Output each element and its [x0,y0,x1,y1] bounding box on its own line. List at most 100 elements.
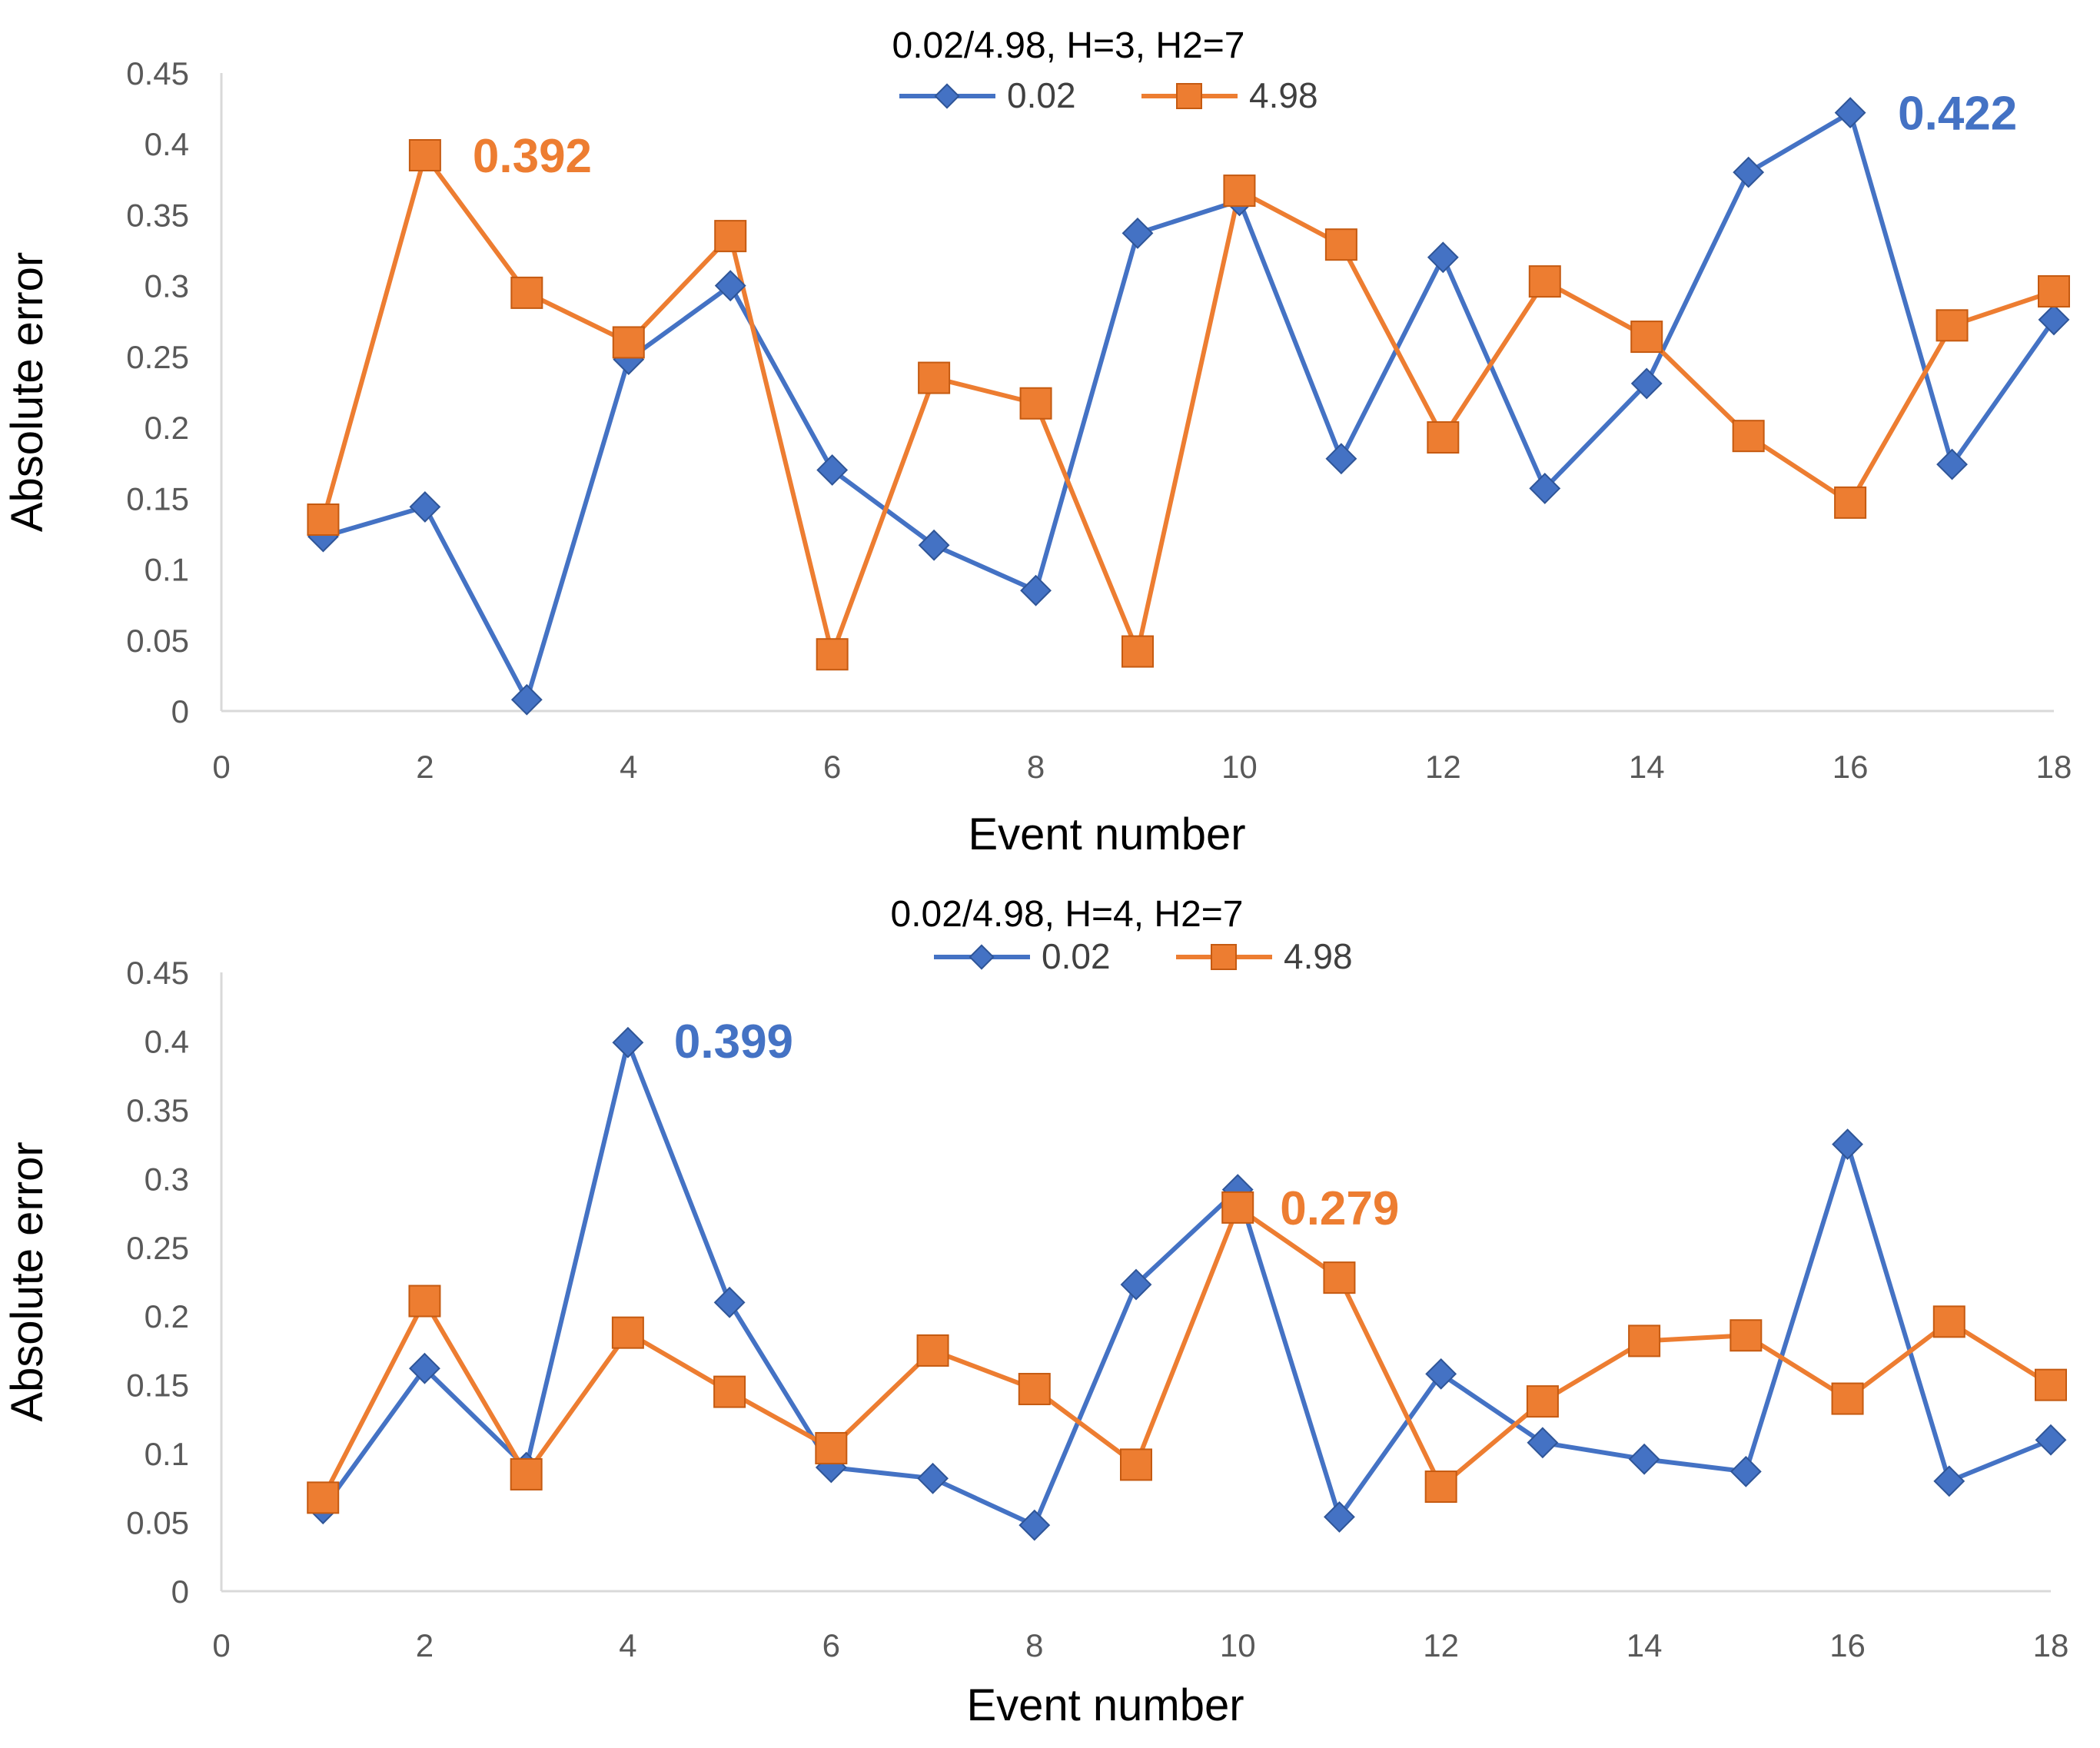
data-point [1427,241,1459,274]
data-point [307,1481,340,1514]
x-tick-label: 16 [1829,1627,1866,1663]
y-tick-label: 0.2 [145,1298,189,1334]
series-0.02 [322,110,2056,703]
legend-item: 0.02 [899,75,1076,115]
y-tick-label: 0.1 [145,552,189,588]
data-point [1932,1305,1965,1338]
data-point [1529,473,1561,504]
data-point [1121,218,1154,249]
data-point [1223,174,1256,208]
x-tick-label: 18 [2033,1627,2069,1663]
data-point [408,1284,441,1318]
data-point [2038,304,2070,336]
x-tick-label: 6 [823,749,841,785]
y-tick-label: 0.05 [126,623,189,659]
x-tick-label: 18 [2036,749,2072,785]
data-point [1425,1358,1457,1390]
y-tick-label: 0.35 [126,1092,189,1128]
data-point [1733,156,1765,188]
series-4.98 [321,1205,2052,1499]
data-point [816,454,849,486]
data-point [1325,443,1357,475]
chart-title: 0.02/4.98, H=3, H2=7 [892,25,1245,66]
legend-item: 4.98 [1176,936,1353,976]
x-tick-label: 4 [620,749,637,785]
legend-marker [1176,83,1202,109]
data-point [1630,367,1663,400]
x-axis-title: Event number [968,809,1245,859]
data-point [1018,1509,1051,1541]
data-point [1323,1261,1356,1294]
data-point [714,220,747,253]
x-tick-label: 12 [1425,749,1461,785]
legend-item: 4.98 [1141,75,1318,115]
series-0.02 [321,1040,2052,1528]
data-point [612,1026,644,1058]
y-tick-label: 0.4 [145,126,189,162]
data-point [1424,1471,1457,1504]
annotation-label: 0.392 [473,130,592,183]
x-tick-label: 14 [1629,749,1665,785]
y-tick-label: 0.2 [145,410,189,446]
annotation-label: 0.399 [674,1015,793,1068]
y-tick-label: 0.45 [126,55,189,91]
x-tick-label: 8 [1027,749,1045,785]
x-tick-label: 10 [1220,1627,1256,1663]
x-tick-label: 14 [1627,1627,1663,1663]
legend-marker [934,83,960,109]
x-tick-label: 6 [822,1627,840,1663]
data-point [2035,1368,2067,1401]
data-point [1628,1324,1661,1358]
y-tick-label: 0.25 [126,1230,189,1266]
data-point [1730,1319,1763,1352]
x-tick-label: 4 [619,1627,636,1663]
y-tick-label: 0.4 [145,1023,189,1059]
data-point [1324,1500,1355,1533]
y-tick-label: 0.3 [145,268,189,304]
series-line [321,152,2055,657]
data-point [1936,309,1969,342]
series-4.98 [321,152,2055,657]
legend-label: 4.98 [1284,936,1353,976]
data-point [1628,1443,1660,1475]
data-point [918,361,951,394]
x-axis-title: Event number [966,1680,1244,1730]
x-tick-label: 12 [1423,1627,1459,1663]
data-point [307,503,340,536]
y-tick-label: 0.05 [126,1505,189,1541]
data-point [1527,1427,1559,1459]
y-tick-label: 0 [171,693,189,729]
y-tick-label: 0.35 [126,197,189,233]
chart-title: 0.02/4.98, H=4, H2=7 [891,894,1244,935]
data-point [1732,420,1765,453]
data-point [1324,228,1357,261]
data-point [815,1431,848,1464]
data-point [714,270,746,302]
legend-label: 0.02 [1042,936,1111,976]
y-tick-label: 0.45 [126,955,189,991]
y-tick-label: 0.15 [126,1367,189,1404]
data-point [1526,1385,1559,1418]
data-point [1018,1373,1051,1406]
data-point [611,1316,644,1349]
y-axis-title: Absolute error [2,1142,52,1421]
data-point [1427,421,1460,454]
data-point [1528,265,1561,298]
data-point [1221,1191,1254,1224]
legend-label: 0.02 [1007,75,1076,115]
series-line [321,1205,2052,1499]
data-point [1933,1465,1965,1497]
data-point [713,1286,746,1318]
data-point [917,1462,949,1494]
data-point [816,638,849,671]
y-tick-label: 0 [171,1574,189,1610]
x-tick-label: 0 [212,749,230,785]
annotation-label: 0.279 [1280,1182,1399,1235]
legend-marker [1211,944,1237,970]
legend-label: 4.98 [1249,75,1318,115]
data-point [713,1375,746,1408]
data-point [1020,574,1052,606]
data-point [1834,97,1866,129]
data-point [1730,1455,1762,1487]
